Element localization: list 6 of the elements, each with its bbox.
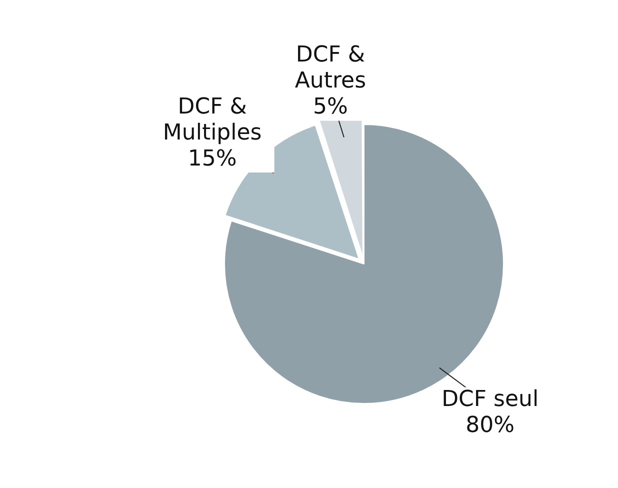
slice-label: DCF & Multiples [162,94,262,146]
slice-label: DCF seul [442,386,539,412]
data-label: 5% [312,94,348,120]
slice-label: DCF & Autres [294,42,366,94]
data-label: 80% [466,412,515,438]
data-label: 15% [188,146,237,172]
